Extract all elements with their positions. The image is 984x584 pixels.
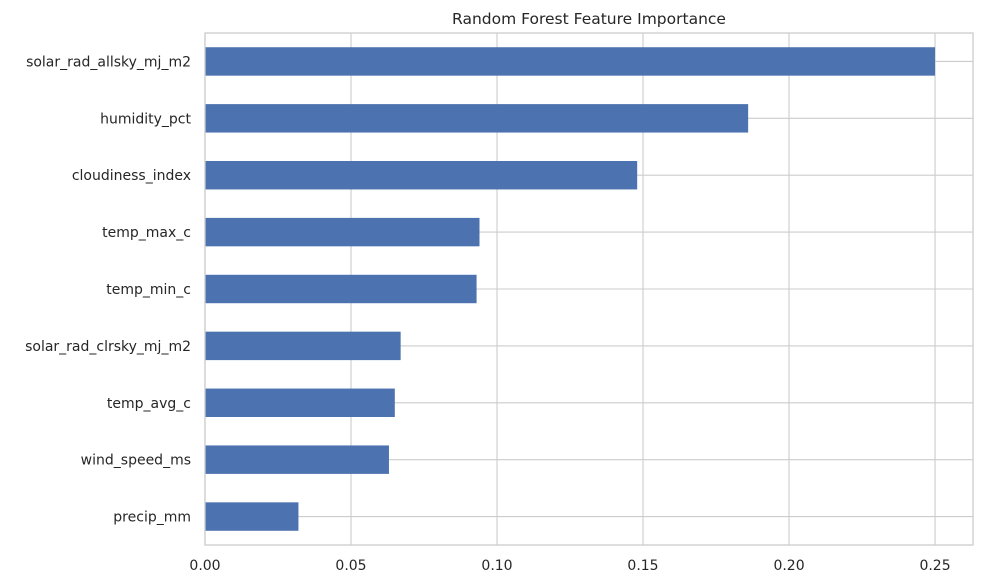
y-tick-labels: solar_rad_allsky_mj_m2 humidity_pctcloudi… <box>25 54 191 525</box>
y-tick-label: cloudiness_index <box>72 168 191 184</box>
y-tick-label: solar_rad_allsky_mj_m2 <box>26 54 191 70</box>
plot-border <box>204 32 974 546</box>
y-tick-label: humidity_pct <box>100 111 191 127</box>
x-tick-label: 0.05 <box>335 558 366 574</box>
bar-solar-rad-clrsky-mj-m2 <box>205 331 401 361</box>
y-tick-label: solar_rad_clrsky_mj_m2 <box>25 339 191 355</box>
bar-temp-min-c <box>205 274 477 304</box>
bar-cloudiness-index <box>205 161 638 190</box>
bar-wind-speed-ms <box>205 445 389 474</box>
x-tick-label: 0.15 <box>627 558 658 574</box>
bar-temp-max-c <box>205 217 480 247</box>
x-tick-label: 0.10 <box>481 558 512 574</box>
x-tick-label: 0.20 <box>773 558 804 574</box>
plot-frame <box>204 32 974 546</box>
y-tick-label: temp_min_c <box>106 282 191 298</box>
chart-title: Random Forest Feature Importance <box>452 10 726 28</box>
bar-humidity-pct <box>205 104 749 133</box>
y-tick-label: wind_speed_ms <box>81 453 191 469</box>
bar-solar-rad-allsky-mj-m2 <box>205 47 936 76</box>
y-tick-label: temp_max_c <box>102 225 191 241</box>
bar-precip-mm <box>205 502 299 531</box>
x-tick-label: 0.25 <box>919 558 950 574</box>
y-tick-label: precip_mm <box>113 510 191 526</box>
bars <box>205 47 936 531</box>
x-tick-label: 0.00 <box>189 558 220 574</box>
x-tick-labels: 0.00 0.05 0.10 0.15 0.20 0.25 <box>189 558 950 574</box>
y-tick-label: temp_avg_c <box>107 396 191 412</box>
bar-temp-avg-c <box>205 388 395 417</box>
